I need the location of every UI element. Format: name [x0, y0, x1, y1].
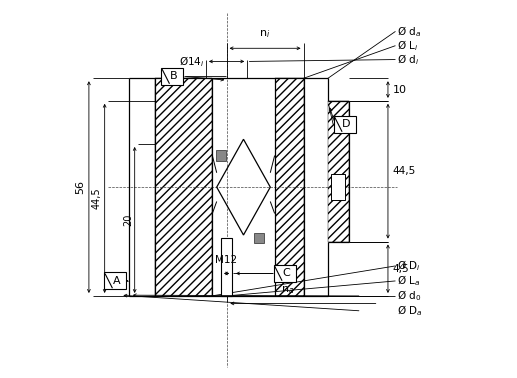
Text: C: C: [282, 268, 290, 279]
Text: n$_a$: n$_a$: [281, 284, 294, 296]
Text: M12: M12: [215, 255, 237, 265]
Text: B: B: [170, 71, 177, 81]
Text: n$_i$: n$_i$: [260, 28, 271, 40]
Text: Ø d$_0$: Ø d$_0$: [398, 288, 421, 303]
Bar: [104, 273, 127, 290]
Bar: [155, 78, 211, 296]
Text: Ø14$_i$: Ø14$_i$: [179, 54, 204, 69]
Bar: [216, 150, 226, 161]
Bar: [276, 78, 303, 296]
Bar: [273, 265, 296, 282]
Bar: [254, 233, 264, 243]
Text: 44,5: 44,5: [392, 166, 416, 176]
Bar: [328, 101, 348, 242]
Text: 4,5: 4,5: [392, 264, 409, 274]
Text: Ø L$_a$: Ø L$_a$: [398, 274, 421, 288]
Text: 20: 20: [123, 214, 133, 226]
Text: Ø d$_a$: Ø d$_a$: [398, 24, 421, 39]
Text: 44,5: 44,5: [92, 187, 101, 209]
Text: Ø d$_i$: Ø d$_i$: [398, 52, 419, 67]
Bar: [161, 68, 184, 85]
Bar: [221, 238, 232, 296]
Bar: [211, 78, 276, 296]
Text: Ø D$_a$: Ø D$_a$: [398, 304, 423, 318]
Text: D: D: [342, 119, 350, 129]
Text: Ø D$_i$: Ø D$_i$: [398, 259, 421, 273]
Text: Ø L$_i$: Ø L$_i$: [398, 38, 419, 53]
Text: 56: 56: [75, 180, 86, 194]
Bar: [331, 174, 345, 200]
Text: A: A: [113, 276, 120, 286]
Text: 10: 10: [392, 85, 406, 94]
Bar: [333, 116, 356, 133]
